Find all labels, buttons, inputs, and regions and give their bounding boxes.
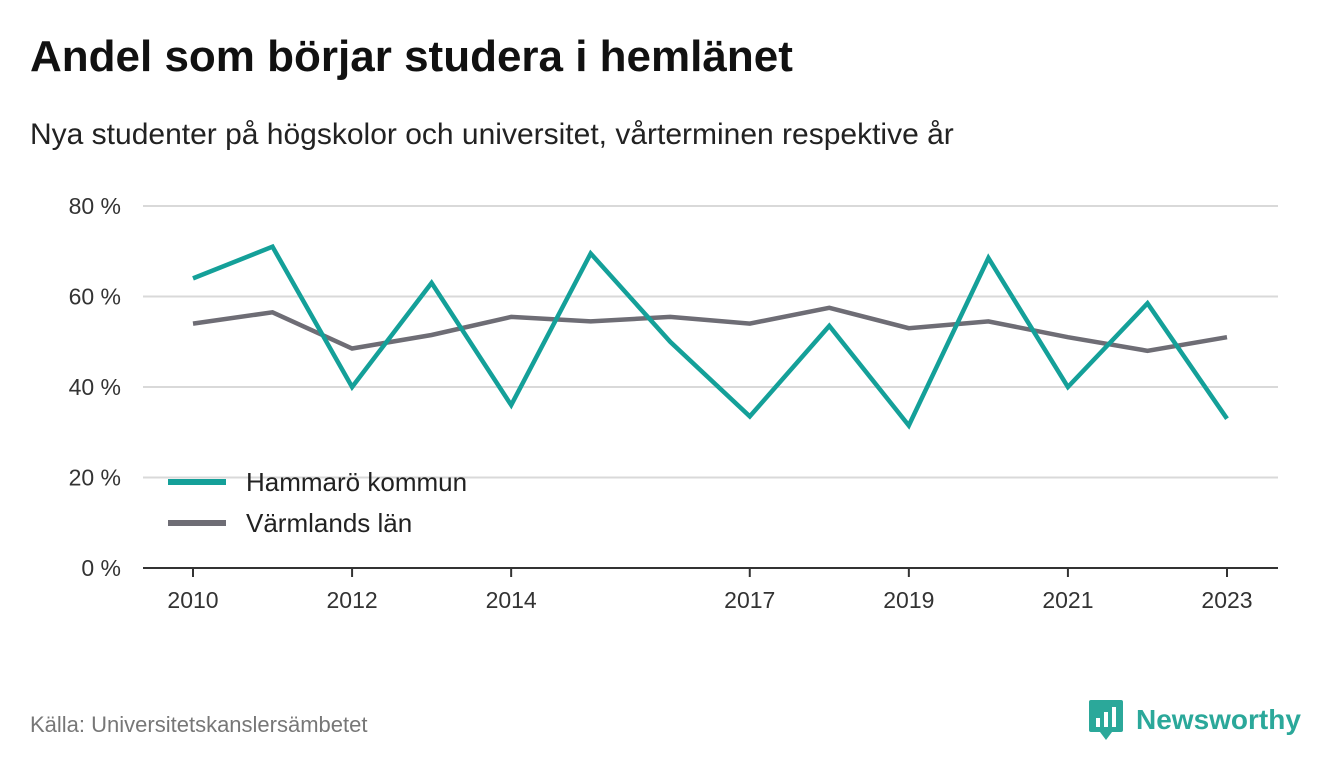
line-chart: 0 % 20 % 40 % 60 % 80 % 2010 2012 2014 2017 2019… (69, 193, 1278, 613)
x-tick-label: 2021 (1042, 587, 1093, 613)
brand-logo: Newsworthy (1088, 698, 1301, 742)
legend-label: Hammarö kommun (246, 467, 467, 497)
y-tick-label: 60 % (69, 284, 121, 310)
x-tick-label: 2023 (1201, 587, 1252, 613)
x-tick-label: 2012 (326, 587, 377, 613)
newsworthy-logo-icon (1089, 700, 1123, 740)
chart-subtitle: Nya studenter på högskolor och universit… (30, 118, 954, 151)
x-tick-label: 2014 (486, 587, 537, 613)
y-axis-ticks: 0 % 20 % 40 % 60 % 80 % (69, 193, 121, 581)
x-tick-label: 2010 (167, 587, 218, 613)
legend: Hammarö kommun Värmlands län (168, 467, 467, 538)
y-tick-label: 40 % (69, 374, 121, 400)
series-line (192, 305, 1228, 354)
y-tick-label: 80 % (69, 193, 121, 219)
grid-lines (143, 205, 1278, 479)
x-axis: 2010 2012 2014 2017 2019 2021 2023 (143, 567, 1278, 613)
chart-title: Andel som börjar studera i hemlänet (30, 32, 793, 81)
source-note: Källa: Universitetskanslersämbetet (30, 712, 368, 737)
legend-label: Värmlands län (246, 508, 412, 538)
y-tick-label: 20 % (69, 465, 121, 491)
y-tick-label: 0 % (81, 555, 121, 581)
x-tick-label: 2017 (724, 587, 775, 613)
series-line (192, 243, 1229, 430)
brand-name: Newsworthy (1136, 704, 1301, 735)
x-tick-label: 2019 (883, 587, 934, 613)
series-lines (192, 243, 1229, 430)
